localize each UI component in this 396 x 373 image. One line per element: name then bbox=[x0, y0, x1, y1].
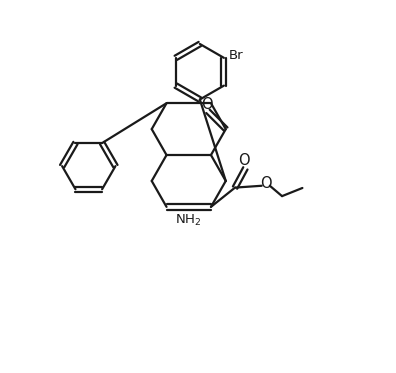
Text: O: O bbox=[201, 97, 212, 112]
Text: O: O bbox=[260, 176, 272, 191]
Text: O: O bbox=[238, 153, 249, 169]
Text: NH$_2$: NH$_2$ bbox=[175, 213, 201, 229]
Text: Br: Br bbox=[228, 50, 243, 63]
